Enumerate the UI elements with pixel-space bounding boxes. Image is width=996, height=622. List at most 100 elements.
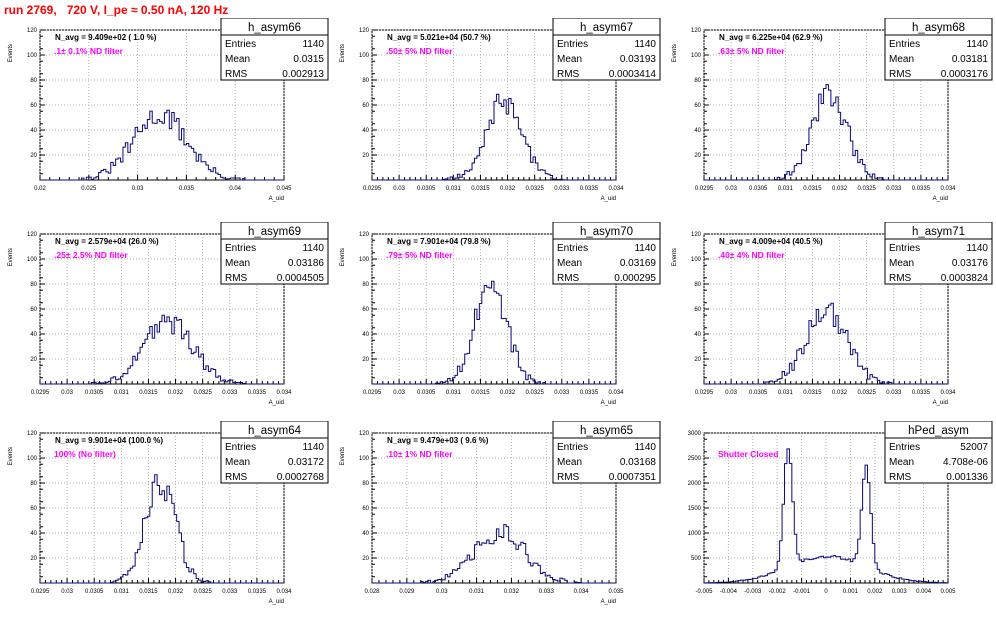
y-tick-label: 40 [362, 531, 369, 537]
navg-label: N_avg = 9.901e+04 (100.0 %) [55, 436, 163, 445]
x-tick-label: 0.005 [940, 589, 956, 595]
x-tick-label: 0.002 [867, 589, 883, 595]
y-tick-label: 100 [359, 53, 370, 59]
histogram-name: h_asym64 [248, 425, 302, 437]
stats-value: 1140 [634, 39, 656, 50]
y-tick-label: 40 [30, 332, 37, 338]
y-axis-label: Events [8, 248, 14, 266]
x-tick-label: 0.032 [168, 589, 184, 595]
histogram-panel-9: -0.005 -0.004 -0.003 -0.002 -0.001 0 0.001 0.00… [688, 421, 993, 595]
stats-value: 0.03181 [952, 54, 989, 65]
histogram-name: h_asym71 [912, 226, 965, 238]
stats-key: RMS [225, 472, 248, 483]
stats-key: Mean [889, 54, 914, 65]
histogram-name: hPed_asym [908, 425, 969, 437]
stats-value: 1140 [966, 243, 988, 254]
y-tick-label: 20 [30, 556, 37, 562]
y-tick-label: 20 [694, 153, 701, 159]
histogram-name: h_asym65 [580, 425, 633, 437]
stats-key: RMS [557, 69, 580, 80]
histogram-name: h_asym68 [912, 22, 965, 34]
histogram-line [40, 314, 284, 385]
stats-key: Entries [557, 39, 588, 50]
filter-annotation: .63± 5% ND filter [718, 46, 785, 56]
y-tick-label: 80 [30, 78, 37, 84]
stats-value: 0.03169 [620, 258, 657, 269]
y-tick-label: 60 [30, 307, 37, 313]
x-tick-label: 0.0325 [193, 390, 212, 396]
y-tick-label: 40 [694, 332, 701, 338]
stats-value: 4.708e-06 [943, 457, 988, 468]
x-tick-label: 0.0295 [31, 589, 50, 595]
stats-value: 0.0003824 [941, 273, 989, 284]
stats-key: Entries [225, 39, 256, 50]
x-tick-label: 0.033 [886, 390, 902, 396]
y-tick-label: 40 [30, 128, 37, 134]
stats-key: RMS [225, 273, 248, 284]
stats-value: 52007 [960, 442, 988, 453]
x-tick-label: 0.033 [886, 186, 902, 192]
x-tick-label: 0.034 [608, 186, 624, 192]
y-tick-label: 20 [30, 153, 37, 159]
x-tick-label: 0.0325 [525, 390, 544, 396]
x-axis-label: A_uid [601, 196, 616, 202]
y-tick-label: 60 [694, 307, 701, 313]
x-axis-label: A_uid [933, 196, 948, 202]
x-tick-label: 0.032 [500, 390, 516, 396]
x-tick-label: 0.0295 [695, 390, 714, 396]
x-tick-label: 0.035 [608, 589, 624, 595]
x-tick-label: 0.032 [504, 589, 520, 595]
run-title: run 2769, 720 V, I_pe ≈ 0.50 nA, 120 Hz [4, 3, 229, 17]
y-tick-label: 120 [691, 232, 702, 238]
stats-key: Mean [225, 54, 250, 65]
x-tick-label: 0.033 [222, 390, 238, 396]
navg-label: N_avg = 6.225e+04 (62.9 %) [719, 33, 823, 42]
x-tick-label: 0.0335 [580, 390, 599, 396]
stats-box [220, 421, 329, 484]
x-tick-label: -0.001 [793, 589, 811, 595]
stats-key: RMS [225, 69, 248, 80]
stats-key: RMS [889, 472, 912, 483]
stats-key: Mean [225, 457, 250, 468]
stats-value: 0.03172 [288, 457, 325, 468]
x-tick-label: 0.0325 [193, 589, 212, 595]
histogram-panel-6: 0.0295 0.03 0.0305 0.031 0.0315 0.032 0.0325 0.… [672, 222, 993, 406]
stats-box [552, 18, 661, 81]
stats-value: 0.03193 [620, 54, 657, 65]
histogram-line [703, 448, 949, 584]
stats-key: Mean [225, 258, 250, 269]
stats-key: Entries [225, 243, 256, 254]
x-tick-label: 0.032 [832, 186, 848, 192]
histogram-line [40, 474, 284, 584]
x-tick-label: 0.032 [832, 390, 848, 396]
histogram-line [704, 302, 948, 385]
y-tick-label: 1000 [688, 531, 702, 537]
y-tick-label: 120 [359, 28, 370, 34]
y-tick-label: 120 [27, 431, 38, 437]
y-tick-label: 20 [694, 357, 701, 363]
stats-key: Mean [557, 54, 582, 65]
plot-frame [703, 29, 949, 181]
y-tick-label: 20 [362, 357, 369, 363]
y-tick-label: 60 [362, 307, 369, 313]
x-tick-label: 0.034 [940, 390, 956, 396]
x-tick-label: 0.04 [229, 186, 241, 192]
x-axis-label: A_uid [933, 400, 948, 406]
x-tick-label: -0.005 [695, 589, 713, 595]
y-axis-label: Events [340, 447, 346, 465]
x-tick-label: 0 [824, 589, 828, 595]
x-tick-label: 0.0335 [580, 186, 599, 192]
x-axis-label: A_uid [601, 599, 616, 605]
x-tick-label: 0.03 [436, 589, 448, 595]
stats-value: 0.0002768 [277, 472, 325, 483]
stats-key: Entries [889, 243, 920, 254]
x-tick-label: 0.02 [34, 186, 46, 192]
y-axis-label: Events [8, 44, 14, 62]
stats-key: RMS [557, 273, 580, 284]
x-tick-label: 0.03 [132, 186, 144, 192]
x-tick-label: 0.0315 [471, 390, 490, 396]
stats-value: 0.0004505 [277, 273, 325, 284]
x-tick-label: 0.0325 [857, 186, 876, 192]
x-tick-label: 0.031 [778, 390, 794, 396]
stats-value: 0.002913 [282, 69, 324, 80]
